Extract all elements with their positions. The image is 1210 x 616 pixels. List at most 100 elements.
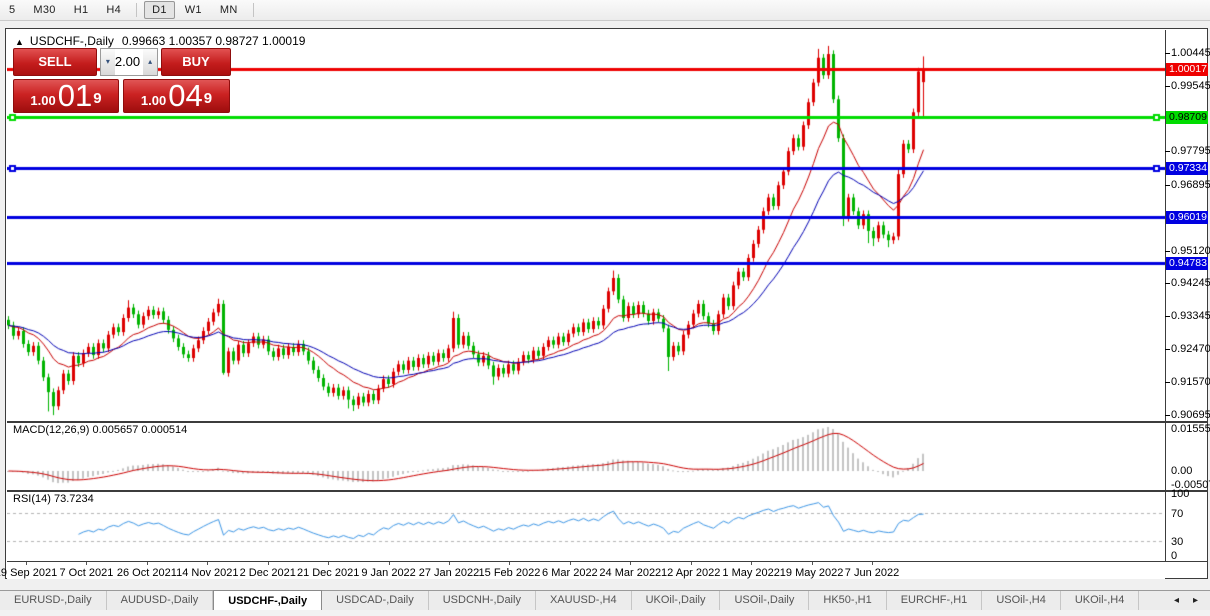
timeframe-button-5[interactable]: 5	[9, 4, 16, 16]
chart-ohlc-values: 0.99663 1.00357 0.98727 1.00019	[121, 34, 306, 48]
rsi-axis-label: 30	[1171, 535, 1184, 548]
buy-price-pipette: 9	[203, 90, 213, 107]
date-tick-mark	[811, 562, 813, 565]
timeframe-button-d1[interactable]: D1	[144, 1, 175, 19]
panel-collapse-icon[interactable]: ▲	[15, 37, 24, 47]
date-tick-mark	[569, 562, 571, 565]
date-tick-label: 21 Dec 2021	[296, 567, 360, 579]
sell-price-pips: 01	[57, 78, 93, 113]
buy-button[interactable]: BUY	[161, 48, 231, 76]
chart-symbol-label: USDCHF-,Daily	[29, 34, 114, 48]
timeframe-toolbar: 5 M30 H1 H4 D1 W1 MN	[0, 0, 1210, 21]
macd-indicator-label: MACD(12,26,9) 0.005657 0.000514	[13, 424, 188, 436]
date-tick-label: 15 Feb 2022	[478, 567, 541, 579]
date-tick-label: 7 Jun 2022	[844, 567, 900, 579]
price-tick-mark	[1165, 53, 1170, 55]
symbol-tab-audusd-daily[interactable]: AUDUSD-,Daily	[107, 591, 214, 610]
date-tick-label: 26 Oct 2021	[116, 567, 177, 579]
symbol-tab-usoil-h4[interactable]: USOil-,H4	[982, 591, 1061, 610]
price-tick-label: 0.92470	[1171, 342, 1210, 355]
symbol-tab-usdcnh-daily[interactable]: USDCNH-,Daily	[429, 591, 536, 610]
buy-price-display[interactable]: 1.00 04 9	[123, 79, 230, 113]
toolbar-separator	[252, 3, 254, 17]
symbol-tab-usdchf-daily[interactable]: USDCHF-,Daily	[213, 590, 323, 610]
tab-scroll-left-icon[interactable]: ◂	[1173, 595, 1179, 606]
date-tick-label: 6 Mar 2022	[542, 567, 598, 579]
price-tick-mark	[1165, 86, 1170, 88]
macd-axis-label: 0.00	[1171, 465, 1193, 477]
chart-title: ▲ USDCHF-,Daily 0.99663 1.00357 0.98727 1.…	[15, 34, 305, 48]
volume-increase-icon[interactable]: ▴	[143, 49, 157, 75]
date-tick-label: 9 Jan 2022	[361, 567, 416, 579]
rsi-indicator-label: RSI(14) 73.7234	[13, 493, 94, 505]
price-tick-label: 0.94245	[1171, 276, 1210, 289]
buy-price-bigfigure: 1.00	[140, 93, 167, 108]
date-tick-label: 1 May 2022	[722, 567, 780, 579]
sell-button[interactable]: SELL	[13, 48, 97, 76]
price-axis-line	[1165, 30, 1166, 562]
date-tick-mark	[388, 562, 390, 565]
symbol-tab-usdcad-daily[interactable]: USDCAD-,Daily	[322, 591, 429, 610]
timeframe-button-h4[interactable]: H4	[106, 4, 122, 16]
timeframe-button-w1[interactable]: W1	[184, 4, 202, 16]
timeframe-button-mn[interactable]: MN	[219, 4, 238, 16]
price-tick-mark	[1165, 316, 1170, 318]
price-level-badge: 0.97334	[1166, 161, 1208, 175]
one-click-trade-panel: SELL ▾ 2.00 ▴ BUY 1.00 01 9 1.00 04 9	[13, 48, 235, 113]
timeframe-button-m30[interactable]: M30	[33, 4, 56, 16]
price-chart-canvas[interactable]	[7, 30, 1165, 561]
date-axis: 19 Sep 2021 7 Oct 2021 26 Oct 2021 14 Nov 2…	[0, 562, 1165, 579]
macd-axis-label: 0.01555	[1171, 422, 1210, 435]
price-level-badge: 1.00017	[1166, 62, 1208, 76]
price-level-badge: 0.98709	[1166, 110, 1208, 124]
date-tick-label: 19 Sep 2021	[0, 567, 58, 579]
volume-input[interactable]: 2.00	[114, 54, 141, 69]
symbol-tab-eurchf-h1[interactable]: EURCHF-,H1	[887, 591, 983, 610]
chart-window: ▲ USDCHF-,Daily 0.99663 1.00357 0.98727 1.…	[0, 28, 1210, 579]
sell-price-display[interactable]: 1.00 01 9	[13, 79, 119, 113]
price-tick-label: 0.95120	[1171, 244, 1210, 257]
volume-stepper: ▾ 2.00 ▴	[100, 48, 158, 76]
symbol-tab-ukoil-h4[interactable]: UKOil-,H4	[1061, 591, 1140, 610]
date-tick-mark	[328, 562, 330, 565]
date-tick-label: 2 Dec 2021	[239, 567, 296, 579]
timeframe-button-h1[interactable]: H1	[73, 4, 89, 16]
date-tick-mark	[872, 562, 874, 565]
price-tick-mark	[1165, 184, 1170, 186]
toolbar-separator	[136, 3, 138, 17]
symbol-tab-ukoil-daily[interactable]: UKOil-,Daily	[632, 591, 721, 610]
sell-price-pipette: 9	[93, 90, 102, 107]
date-axis-separator	[7, 561, 1207, 562]
rsi-axis-label: 100	[1171, 488, 1190, 500]
volume-decrease-icon[interactable]: ▾	[101, 49, 115, 75]
macd-axis-label: -0.005075	[1171, 478, 1210, 491]
rsi-axis-label: 70	[1171, 508, 1184, 521]
price-tick-mark	[1165, 348, 1170, 350]
price-tick-label: 1.00445	[1171, 47, 1210, 60]
date-tick-mark	[146, 562, 148, 565]
price-tick-mark	[1165, 414, 1170, 416]
symbol-tab-eurusd-daily[interactable]: EURUSD-,Daily	[0, 591, 107, 610]
price-tick-mark	[1165, 382, 1170, 384]
symbol-tab-usoil-daily[interactable]: USOil-,Daily	[720, 591, 810, 610]
symbol-tab-xauusd-h4[interactable]: XAUUSD-,H4	[536, 591, 632, 610]
date-tick-mark	[26, 562, 27, 565]
date-tick-mark	[751, 562, 753, 565]
price-tick-mark	[1165, 250, 1170, 252]
rsi-pane-separator[interactable]	[7, 490, 1207, 492]
macd-pane-separator[interactable]	[7, 421, 1207, 423]
date-tick-mark	[267, 562, 269, 565]
date-tick-label: 19 May 2022	[779, 567, 844, 579]
price-tick-mark	[1165, 282, 1170, 284]
date-tick-mark	[449, 562, 450, 565]
tab-scroll-right-icon[interactable]: ▸	[1192, 595, 1198, 606]
date-tick-label: 12 Apr 2022	[661, 567, 721, 579]
price-tick-label: 0.97795	[1171, 145, 1210, 158]
date-tick-mark	[630, 562, 632, 565]
date-tick-label: 14 Nov 2021	[176, 567, 239, 579]
price-tick-label: 0.93345	[1171, 310, 1210, 323]
date-tick-label: 7 Oct 2021	[59, 567, 114, 579]
price-tick-label: 0.99545	[1171, 80, 1210, 93]
symbol-tab-hk50-h1[interactable]: HK50-,H1	[809, 591, 887, 610]
price-tick-label: 0.90695	[1171, 408, 1210, 421]
